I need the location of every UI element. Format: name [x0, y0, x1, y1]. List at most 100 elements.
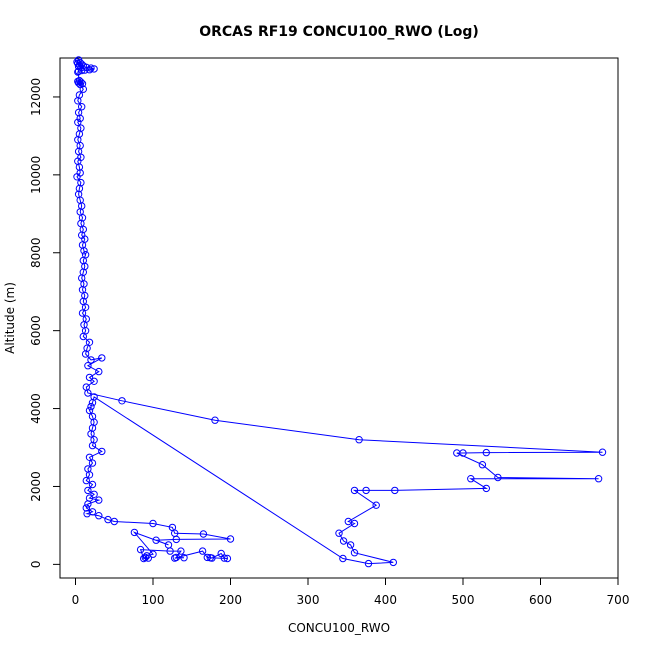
data-point: [223, 554, 232, 563]
y-tick-label: 6000: [29, 315, 43, 346]
x-tick-label: 300: [297, 593, 320, 607]
data-point: [467, 475, 475, 483]
data-point: [110, 517, 119, 526]
data-point: [87, 430, 95, 438]
data-point: [203, 553, 212, 562]
data-point: [95, 496, 103, 504]
y-tick-label: 0: [29, 561, 43, 569]
data-point: [78, 103, 86, 111]
data-point: [83, 510, 91, 518]
data-point: [198, 547, 207, 555]
data-point: [84, 362, 92, 370]
x-tick-label: 600: [529, 593, 552, 607]
data-point: [453, 449, 461, 457]
data-point: [98, 354, 106, 362]
data-point: [85, 453, 94, 461]
data-point: [136, 545, 145, 554]
data-point: [172, 535, 181, 544]
data-point: [79, 332, 88, 341]
data-point: [88, 399, 97, 407]
plot-frame: [59, 57, 619, 579]
data-point: [118, 397, 126, 405]
x-tick-label: 0: [72, 593, 80, 607]
x-tick-label: 200: [219, 593, 242, 607]
data-point: [482, 448, 490, 457]
data-point: [130, 528, 139, 537]
data-point: [85, 66, 94, 74]
data-point: [199, 530, 208, 538]
data-point: [226, 535, 235, 543]
data-point: [90, 65, 98, 73]
data-point: [90, 490, 98, 498]
data-point: [140, 554, 148, 563]
data-point: [88, 459, 97, 467]
data-point: [598, 448, 607, 456]
data-point: [88, 441, 97, 450]
data-point: [87, 402, 95, 411]
data-point: [350, 549, 359, 557]
data-point: [74, 118, 82, 127]
data-point: [350, 486, 359, 495]
data-point: [82, 504, 91, 512]
x-axis: 0 100 200 300 400 500 600 700: [72, 577, 630, 607]
data-point: [346, 541, 355, 549]
data-point: [152, 536, 160, 544]
data-point: [74, 79, 83, 87]
y-tick-label: 4000: [29, 393, 43, 424]
data-point: [144, 554, 153, 562]
data-point: [87, 356, 95, 364]
data-point: [478, 461, 487, 469]
data-point: [85, 406, 94, 415]
series-line: [76, 59, 603, 565]
data-point: [391, 486, 399, 495]
x-axis-label: CONCU100_RWO: [288, 621, 390, 635]
y-axis: 0 2000 4000 6000 8000 10000 12000: [29, 78, 61, 569]
data-point: [362, 486, 370, 495]
data-point: [84, 389, 92, 397]
data-point: [82, 476, 91, 485]
y-tick-label: 12000: [29, 78, 43, 116]
data-point: [494, 473, 502, 482]
data-point: [482, 484, 490, 493]
data-point: [95, 512, 103, 520]
data-point: [74, 97, 82, 105]
data-point: [85, 373, 94, 382]
data-point: [85, 471, 94, 479]
data-point: [80, 247, 88, 255]
data-point: [90, 377, 98, 385]
data-point: [389, 558, 397, 567]
data-point: [76, 114, 84, 123]
x-tick-label: 700: [607, 593, 630, 607]
data-point: [339, 554, 347, 563]
data-point: [372, 501, 380, 509]
data-point: [84, 486, 92, 495]
data-point: [78, 309, 87, 317]
data-point: [81, 350, 90, 358]
x-tick-label: 500: [452, 593, 475, 607]
data-point: [220, 554, 229, 562]
data-point: [81, 303, 90, 311]
data-point: [84, 500, 92, 508]
data-point: [74, 67, 83, 75]
data-point: [88, 480, 97, 489]
data-point: [79, 85, 88, 93]
data-point: [177, 547, 185, 555]
data-point: [98, 447, 106, 456]
data-point: [364, 559, 373, 568]
y-tick-label: 2000: [29, 471, 43, 502]
data-point: [350, 519, 359, 528]
data-point: [166, 547, 174, 555]
data-point: [171, 554, 179, 562]
data-point: [141, 553, 150, 562]
data-point: [335, 529, 343, 537]
data-point: [95, 367, 103, 376]
y-tick-label: 8000: [29, 237, 43, 268]
data-point: [339, 537, 348, 545]
data-point: [75, 163, 84, 171]
x-tick-label: 400: [374, 593, 397, 607]
data-point: [73, 173, 81, 181]
chart-title: ORCAS RF19 CONCU100_RWO (Log): [199, 24, 479, 40]
data-point: [74, 68, 82, 76]
data-point: [594, 475, 603, 483]
